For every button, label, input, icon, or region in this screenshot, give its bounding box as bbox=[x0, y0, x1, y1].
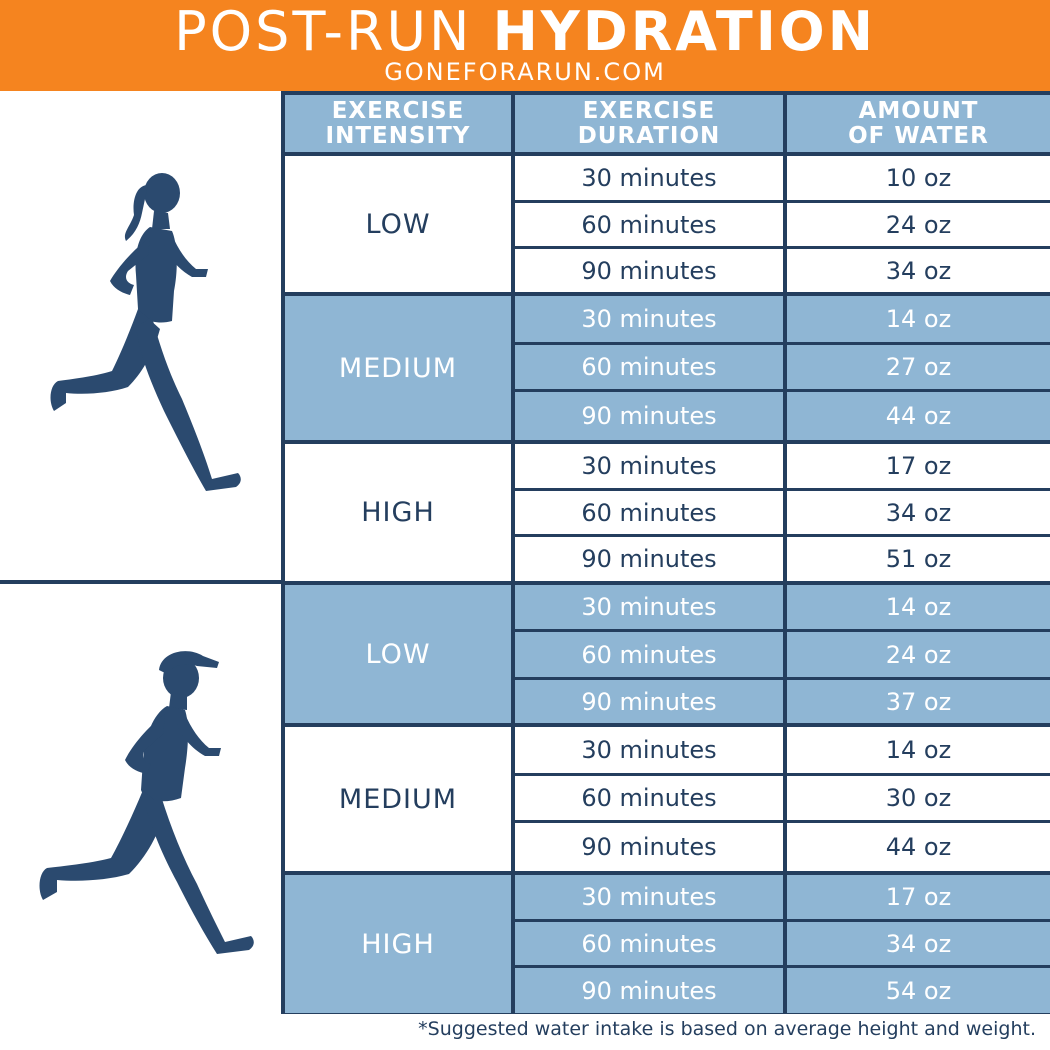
water-amount-cell: 54 oz bbox=[787, 968, 1050, 1013]
footnote: *Suggested water intake is based on aver… bbox=[418, 1018, 1036, 1040]
group-divider bbox=[0, 580, 281, 584]
duration-cell: 90 minutes bbox=[515, 392, 783, 440]
water-amount-cell: 51 oz bbox=[787, 537, 1050, 581]
duration-cell: 30 minutes bbox=[515, 296, 783, 342]
intensity-cell: HIGH bbox=[285, 444, 511, 581]
intensity-cell: LOW bbox=[285, 585, 511, 723]
duration-cell: 30 minutes bbox=[515, 444, 783, 488]
water-amount-cell: 17 oz bbox=[787, 875, 1050, 919]
column-header-line: INTENSITY bbox=[325, 122, 471, 149]
duration-cell: 90 minutes bbox=[515, 968, 783, 1013]
duration-cell: 30 minutes bbox=[515, 156, 783, 200]
water-amount-cell: 24 oz bbox=[787, 632, 1050, 677]
duration-cell: 90 minutes bbox=[515, 537, 783, 581]
water-amount-cell: 34 oz bbox=[787, 491, 1050, 534]
water-amount-cell: 14 oz bbox=[787, 727, 1050, 773]
duration-cell: 90 minutes bbox=[515, 823, 783, 871]
hydration-table: EXERCISE INTENSITY EXERCISE DURATION AMOUN… bbox=[281, 91, 1050, 1014]
column-header-intensity: EXERCISE INTENSITY bbox=[285, 95, 511, 152]
female-runner-icon bbox=[0, 91, 281, 580]
duration-cell: 60 minutes bbox=[515, 345, 783, 389]
water-amount-cell: 14 oz bbox=[787, 296, 1050, 342]
intensity-cell: LOW bbox=[285, 156, 511, 292]
column-header-duration: EXERCISE DURATION bbox=[515, 95, 783, 152]
male-runner-icon bbox=[0, 584, 281, 1014]
column-header-line: EXERCISE bbox=[331, 97, 465, 124]
column-header-line: OF WATER bbox=[848, 122, 989, 149]
duration-cell: 60 minutes bbox=[515, 922, 783, 965]
water-amount-cell: 37 oz bbox=[787, 680, 1050, 723]
intensity-cell: MEDIUM bbox=[285, 727, 511, 871]
duration-cell: 60 minutes bbox=[515, 776, 783, 820]
water-amount-cell: 44 oz bbox=[787, 392, 1050, 440]
water-amount-cell: 24 oz bbox=[787, 203, 1050, 246]
water-amount-cell: 17 oz bbox=[787, 444, 1050, 488]
water-amount-cell: 10 oz bbox=[787, 156, 1050, 200]
page-title: POST-RUN HYDRATION bbox=[0, 2, 1050, 62]
water-amount-cell: 14 oz bbox=[787, 585, 1050, 629]
duration-cell: 90 minutes bbox=[515, 249, 783, 292]
header-banner: POST-RUN HYDRATION GONEFORARUN.COM bbox=[0, 0, 1050, 91]
title-thin: POST-RUN bbox=[174, 0, 473, 63]
intensity-cell: MEDIUM bbox=[285, 296, 511, 440]
duration-cell: 30 minutes bbox=[515, 727, 783, 773]
column-header-water: AMOUNT OF WATER bbox=[787, 95, 1050, 152]
duration-cell: 90 minutes bbox=[515, 680, 783, 723]
duration-cell: 30 minutes bbox=[515, 585, 783, 629]
column-header-line: DURATION bbox=[577, 122, 721, 149]
water-amount-cell: 34 oz bbox=[787, 249, 1050, 292]
duration-cell: 60 minutes bbox=[515, 203, 783, 246]
water-amount-cell: 34 oz bbox=[787, 922, 1050, 965]
duration-cell: 60 minutes bbox=[515, 632, 783, 677]
water-amount-cell: 27 oz bbox=[787, 345, 1050, 389]
duration-cell: 30 minutes bbox=[515, 875, 783, 919]
site-name: GONEFORARUN.COM bbox=[384, 58, 666, 86]
intensity-cell: HIGH bbox=[285, 875, 511, 1013]
duration-cell: 60 minutes bbox=[515, 491, 783, 534]
water-amount-cell: 30 oz bbox=[787, 776, 1050, 820]
title-bold: HYDRATION bbox=[492, 0, 876, 63]
column-header-line: EXERCISE bbox=[582, 97, 716, 124]
column-header-line: AMOUNT bbox=[858, 97, 979, 124]
water-amount-cell: 44 oz bbox=[787, 823, 1050, 871]
